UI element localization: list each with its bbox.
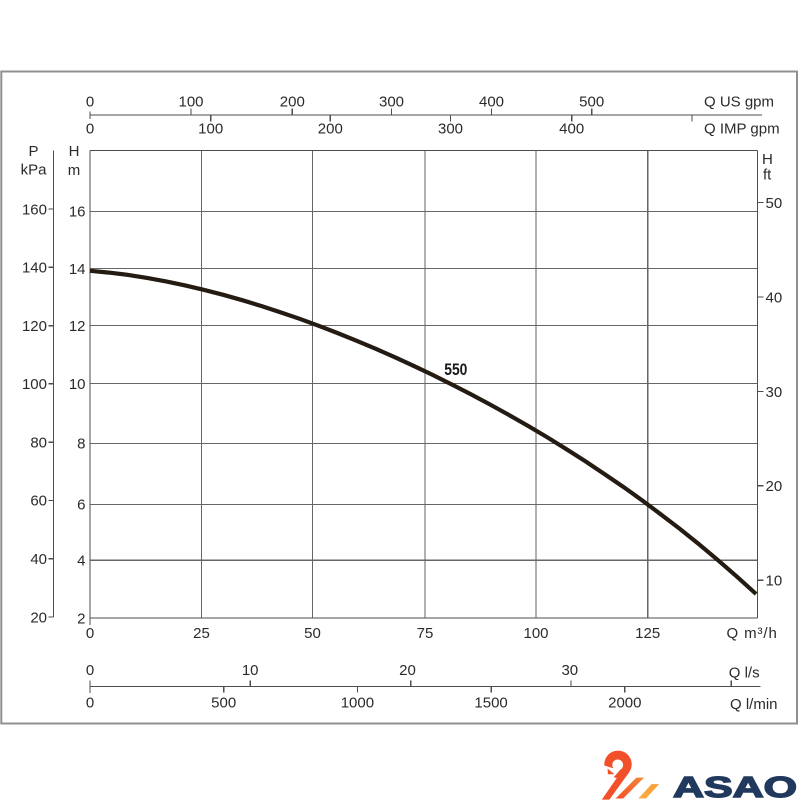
svg-text:400: 400 [479,94,504,111]
svg-text:400: 400 [559,121,584,138]
svg-text:500: 500 [211,694,236,711]
svg-text:ASAO: ASAO [673,772,797,800]
svg-text:60: 60 [30,493,47,510]
svg-text:100: 100 [198,121,223,138]
svg-text:4: 4 [77,553,85,570]
svg-text:30: 30 [766,384,783,401]
svg-text:8: 8 [77,436,85,453]
svg-text:40: 40 [30,551,47,568]
svg-text:120: 120 [22,318,47,335]
svg-text:25: 25 [193,625,210,642]
svg-text:125: 125 [635,625,660,642]
svg-text:1500: 1500 [474,694,507,711]
svg-text:1000: 1000 [341,694,374,711]
svg-text:kPa: kPa [21,162,48,179]
svg-text:30: 30 [561,662,578,679]
svg-text:75: 75 [417,625,434,642]
svg-text:Q IMP gpm: Q IMP gpm [704,121,780,138]
svg-text:0: 0 [86,94,94,111]
svg-text:50: 50 [766,195,783,212]
svg-text:0: 0 [86,625,94,642]
svg-text:ft: ft [763,167,772,184]
svg-text:500: 500 [579,94,604,111]
svg-text:2: 2 [77,610,85,627]
svg-text:0: 0 [86,662,94,679]
svg-text:10: 10 [766,573,783,590]
svg-text:140: 140 [22,260,47,277]
svg-text:300: 300 [379,94,404,111]
svg-text:12: 12 [69,318,86,335]
svg-text:200: 200 [318,121,343,138]
svg-text:14: 14 [69,261,86,278]
svg-text:20: 20 [399,662,416,679]
svg-text:0: 0 [86,121,94,138]
svg-text:10: 10 [69,376,86,393]
svg-text:m: m [68,162,81,179]
svg-text:100: 100 [523,625,548,642]
svg-text:Q l/min: Q l/min [730,696,778,713]
svg-text:550: 550 [444,361,467,379]
svg-text:300: 300 [438,121,463,138]
svg-text:H: H [762,151,773,168]
svg-text:16: 16 [69,204,86,221]
svg-text:160: 160 [22,201,47,218]
svg-text:200: 200 [280,94,305,111]
svg-text:10: 10 [242,662,259,679]
svg-text:H: H [69,143,80,160]
svg-text:20: 20 [766,478,783,495]
svg-text:P: P [28,143,38,160]
svg-text:100: 100 [178,94,203,111]
svg-text:6: 6 [77,497,85,514]
svg-text:Q m³/h: Q m³/h [727,625,778,642]
svg-text:100: 100 [22,376,47,393]
svg-text:0: 0 [86,694,94,711]
svg-text:Q US gpm: Q US gpm [704,94,774,111]
svg-text:50: 50 [304,625,321,642]
svg-text:2000: 2000 [608,694,641,711]
svg-text:Q l/s: Q l/s [729,665,760,682]
svg-text:20: 20 [30,609,47,626]
svg-text:80: 80 [30,434,47,451]
svg-text:40: 40 [766,289,783,306]
